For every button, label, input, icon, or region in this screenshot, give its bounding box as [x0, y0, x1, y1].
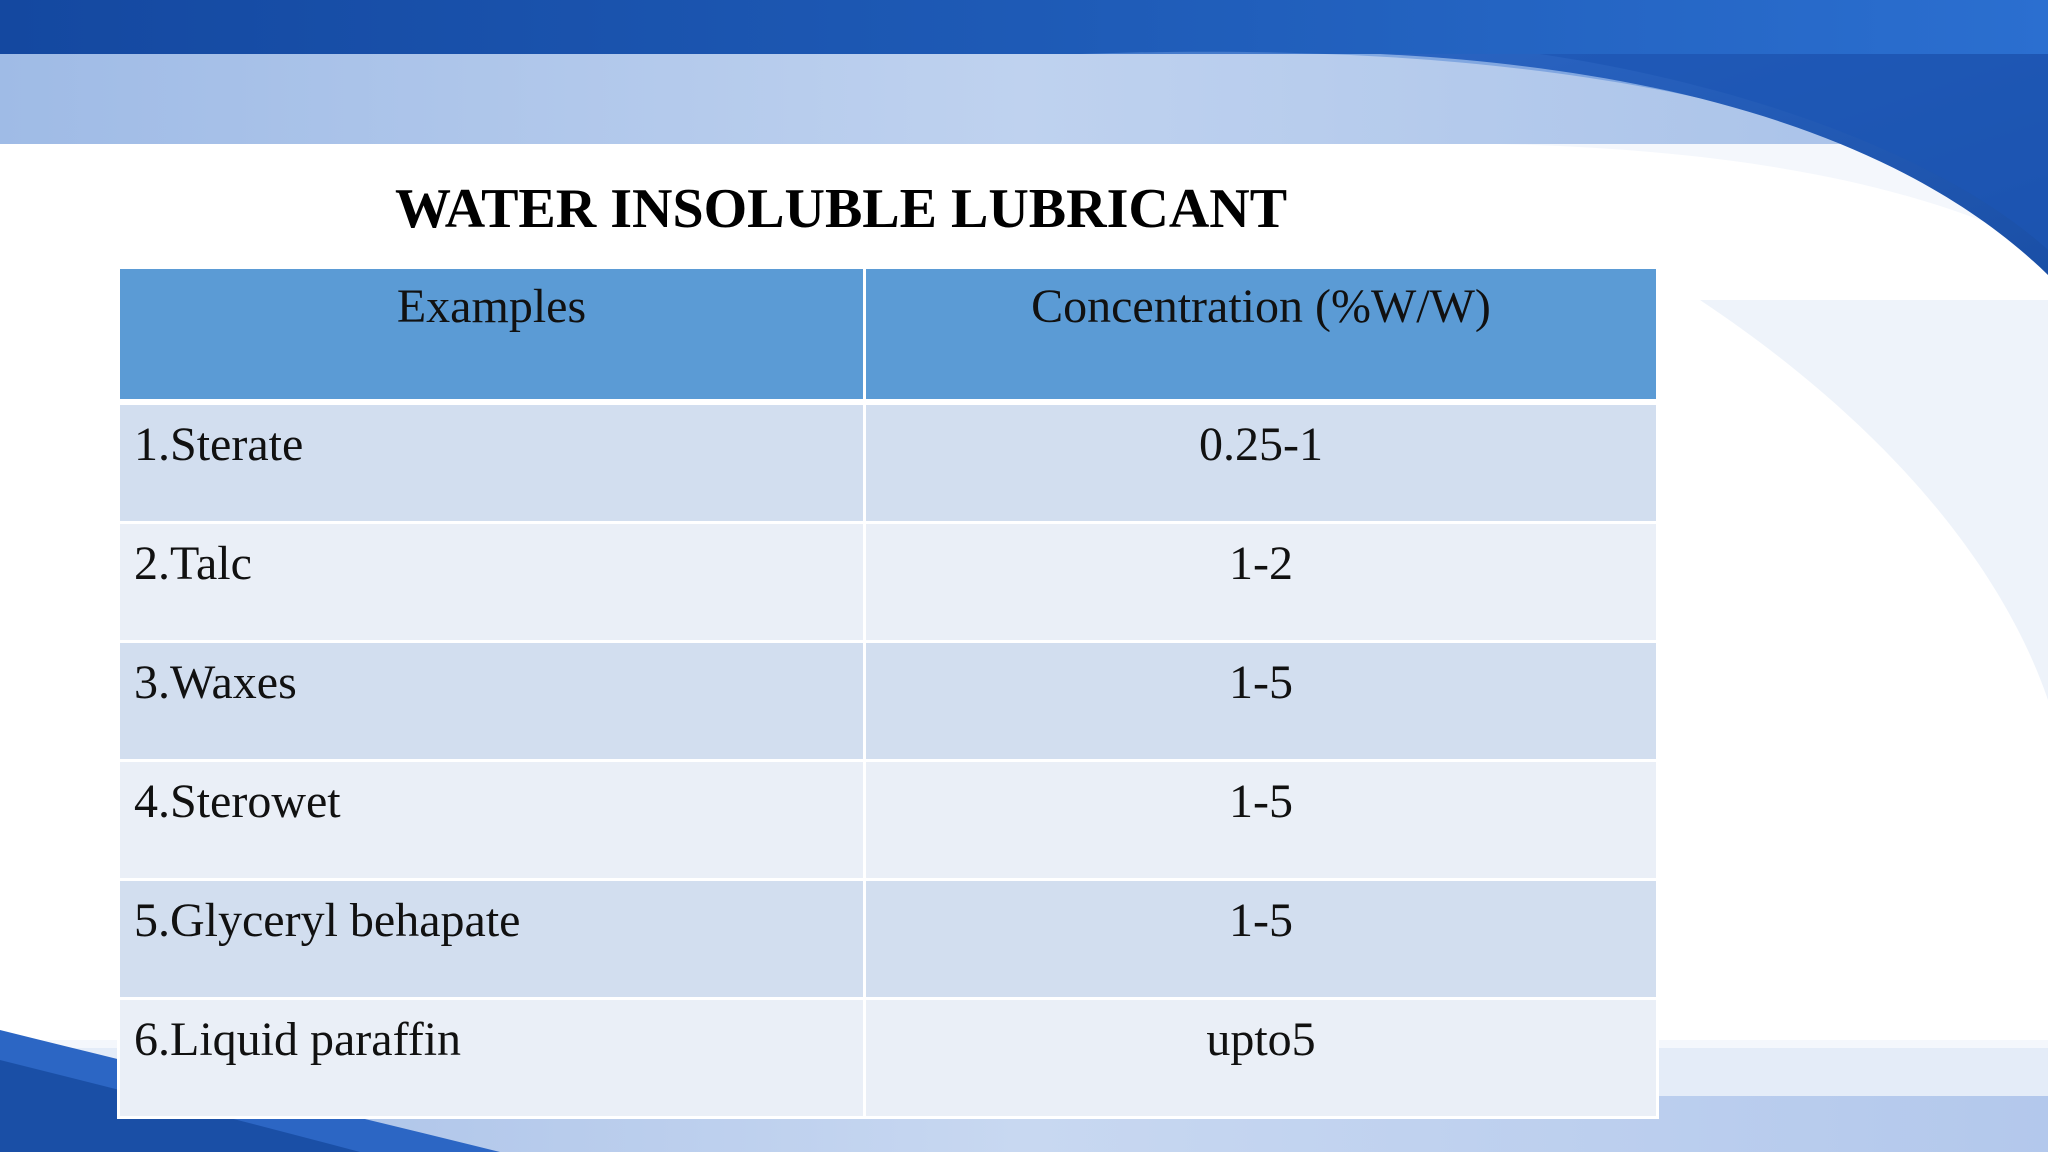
example-cell: 3.Waxes: [117, 640, 866, 762]
table-header-row: Examples Concentration (%W/W): [117, 266, 1659, 404]
table-row: 4.Sterowet 1-5: [117, 759, 1659, 881]
table-row: 6.Liquid paraffin upto5: [117, 997, 1659, 1119]
example-cell: 5.Glyceryl behapate: [117, 878, 866, 1000]
example-cell: 1.Sterate: [117, 400, 866, 524]
concentration-cell: 1-5: [863, 759, 1659, 881]
concentration-cell: upto5: [863, 997, 1659, 1119]
example-cell: 6.Liquid paraffin: [117, 997, 866, 1119]
table-row: 3.Waxes 1-5: [117, 640, 1659, 762]
concentration-cell: 1-2: [863, 521, 1659, 643]
header-concentration: Concentration (%W/W): [863, 266, 1659, 404]
concentration-cell: 1-5: [863, 878, 1659, 1000]
table-row: 1.Sterate 0.25-1: [117, 400, 1659, 524]
table-row: 2.Talc 1-2: [117, 521, 1659, 643]
example-cell: 4.Sterowet: [117, 759, 866, 881]
lubricant-table: Examples Concentration (%W/W) 1.Sterate …: [117, 266, 1659, 1119]
slide-title: WATER INSOLUBLE LUBRICANT: [395, 178, 1288, 240]
example-cell: 2.Talc: [117, 521, 866, 643]
concentration-cell: 0.25-1: [863, 400, 1659, 524]
header-examples: Examples: [117, 266, 866, 404]
concentration-cell: 1-5: [863, 640, 1659, 762]
table-row: 5.Glyceryl behapate 1-5: [117, 878, 1659, 1000]
